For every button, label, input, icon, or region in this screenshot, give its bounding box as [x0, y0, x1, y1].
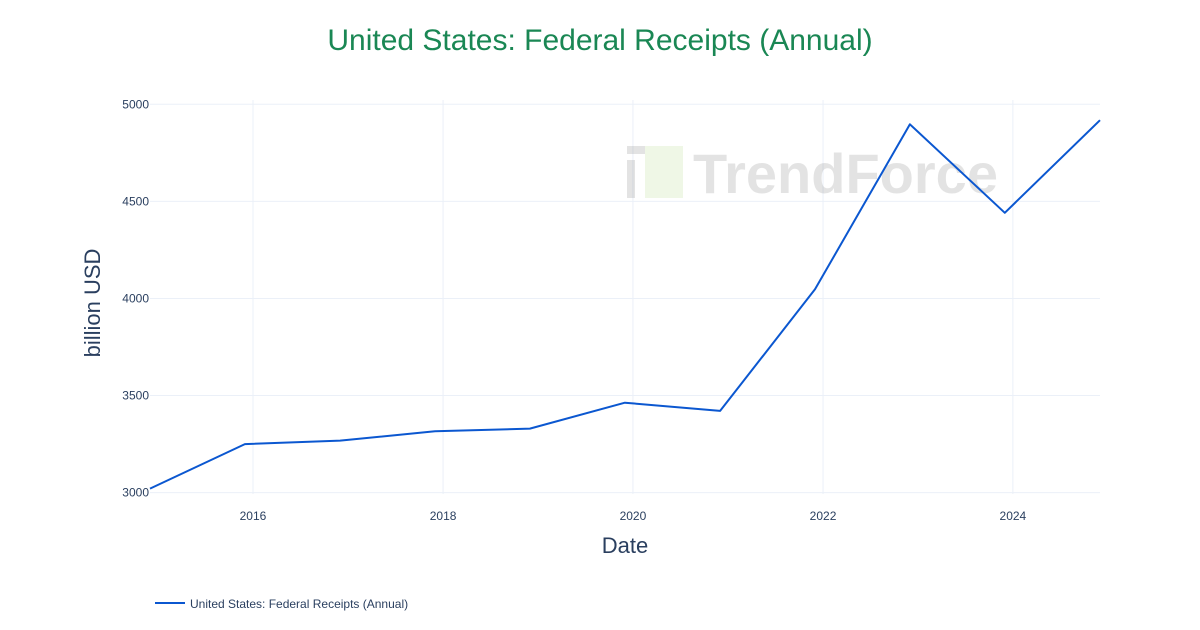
y-tick-label: 5000: [122, 97, 149, 111]
x-tick-label: 2024: [1000, 509, 1027, 523]
y-tick-label: 3500: [122, 389, 149, 403]
grid: [150, 100, 1100, 494]
svg-text:TrendForce: TrendForce: [693, 142, 998, 205]
y-tick-label: 4500: [122, 194, 149, 208]
y-tick-label: 4000: [122, 291, 149, 305]
x-tick-label: 2022: [810, 509, 837, 523]
x-tick-label: 2018: [430, 509, 457, 523]
legend-label: United States: Federal Receipts (Annual): [190, 597, 408, 611]
series-line: [149, 119, 1101, 490]
x-tick-label: 2016: [240, 509, 267, 523]
x-tick-label: 2020: [620, 509, 647, 523]
y-axis-title: billion USD: [80, 249, 105, 358]
watermark: TrendForce: [627, 142, 998, 205]
x-axis-title: Date: [602, 533, 648, 558]
chart-title: United States: Federal Receipts (Annual): [327, 24, 872, 57]
y-tick-label: 3000: [122, 486, 149, 500]
legend[interactable]: United States: Federal Receipts (Annual): [155, 597, 408, 611]
